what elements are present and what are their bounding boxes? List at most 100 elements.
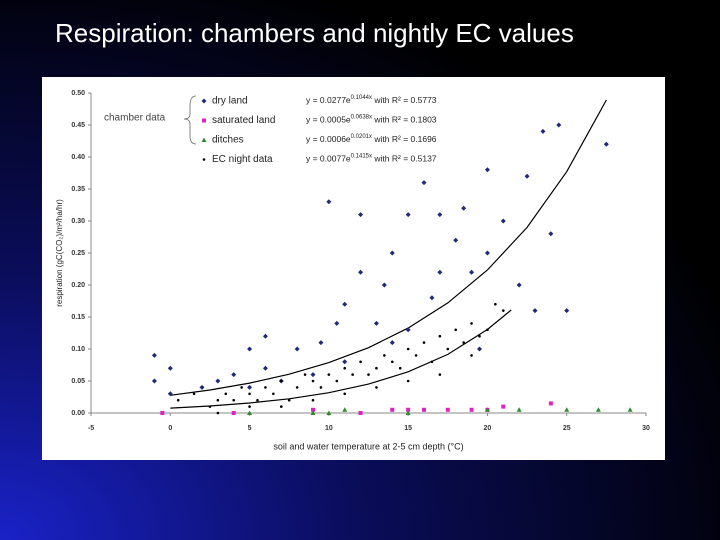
point <box>303 373 307 376</box>
point <box>167 365 173 371</box>
x-tick-label: 30 <box>642 425 650 432</box>
y-tick-label: 0.25 <box>71 250 85 257</box>
group-label: chamber data <box>104 113 166 124</box>
point <box>414 354 418 357</box>
point <box>500 218 506 224</box>
point <box>318 340 324 346</box>
y-tick-label: 0.45 <box>71 122 85 129</box>
point <box>262 365 268 371</box>
point <box>405 410 411 415</box>
point <box>494 302 497 306</box>
point <box>216 398 220 402</box>
point <box>477 346 482 352</box>
point <box>389 250 395 256</box>
equation: y = 0.0277e0.1044x with R² = 0.5773 <box>306 95 437 106</box>
y-tick-label: 0.05 <box>71 378 85 385</box>
x-tick-label: -5 <box>88 425 94 432</box>
legend-marker <box>202 118 206 123</box>
equation-exponent: 0.0201x <box>351 134 372 140</box>
point <box>264 386 267 389</box>
point <box>311 398 315 402</box>
point <box>429 295 435 301</box>
point <box>445 407 450 412</box>
point <box>327 373 331 376</box>
x-tick-label: 10 <box>325 425 333 432</box>
point <box>279 405 283 408</box>
point <box>556 122 562 128</box>
point <box>208 405 212 408</box>
equation: y = 0.0077e0.1415x with R² = 0.5137 <box>306 153 437 164</box>
point <box>279 379 283 383</box>
fit-line <box>170 99 607 396</box>
fit-line <box>170 309 512 409</box>
equation-base: y = 0.0006e <box>306 134 351 144</box>
y-tick-label: 0.50 <box>71 90 85 97</box>
point <box>310 372 316 378</box>
point <box>484 407 490 412</box>
point <box>381 282 387 288</box>
legend-label: saturated land <box>212 115 275 126</box>
point <box>532 308 538 314</box>
point <box>422 407 426 412</box>
legend-marker <box>201 98 207 104</box>
point <box>470 322 473 325</box>
point <box>248 405 251 408</box>
y-axis-title: respiration (gC(CO₂)/m²/ha/hr) <box>55 199 64 307</box>
y-tick-label: 0.10 <box>71 346 85 353</box>
point <box>462 341 465 344</box>
point <box>151 378 157 384</box>
point <box>484 167 490 173</box>
equation: y = 0.0006e0.0201x with R² = 0.1696 <box>306 134 437 145</box>
point <box>326 199 332 205</box>
point <box>335 379 339 383</box>
point <box>373 320 379 326</box>
point <box>454 328 458 332</box>
point <box>358 212 364 218</box>
x-tick-label: 0 <box>168 425 172 432</box>
point <box>343 366 347 370</box>
point <box>469 269 475 275</box>
point <box>486 328 489 332</box>
point <box>461 205 467 211</box>
point <box>231 372 237 378</box>
equation-r-squared: with R² = 0.1696 <box>372 134 437 144</box>
equation-r-squared: with R² = 0.5137 <box>372 154 437 164</box>
point <box>216 411 220 415</box>
point <box>469 407 474 412</box>
point <box>438 373 442 376</box>
point <box>470 354 473 357</box>
x-tick-label: 25 <box>563 425 571 432</box>
chart-panel <box>42 77 665 460</box>
point <box>351 373 354 376</box>
point <box>151 352 157 358</box>
equation-exponent: 0.1415x <box>351 153 372 159</box>
y-tick-label: 0.00 <box>71 410 85 417</box>
point <box>390 360 394 364</box>
point <box>446 347 450 351</box>
point <box>294 346 300 352</box>
point <box>199 384 205 390</box>
x-tick-label: 5 <box>248 425 252 432</box>
point <box>262 333 268 339</box>
x-axis-title: soil and water temperature at 2-5 cm dep… <box>273 441 463 451</box>
legend-marker <box>202 158 206 161</box>
point <box>406 347 410 351</box>
point <box>240 386 243 389</box>
y-tick-label: 0.20 <box>71 282 85 289</box>
legend-label: ditches <box>212 135 244 146</box>
point <box>224 392 228 396</box>
point <box>422 341 426 344</box>
point <box>319 386 323 389</box>
legend-label: dry land <box>212 96 248 107</box>
brace <box>183 95 197 145</box>
equation-base: y = 0.0077e <box>306 154 351 164</box>
point <box>405 212 411 218</box>
point <box>342 359 348 365</box>
point <box>548 401 553 406</box>
equation-exponent: 0.0638x <box>351 114 372 120</box>
equation-r-squared: with R² = 0.5773 <box>372 95 437 105</box>
point <box>564 407 570 412</box>
point <box>247 410 253 415</box>
